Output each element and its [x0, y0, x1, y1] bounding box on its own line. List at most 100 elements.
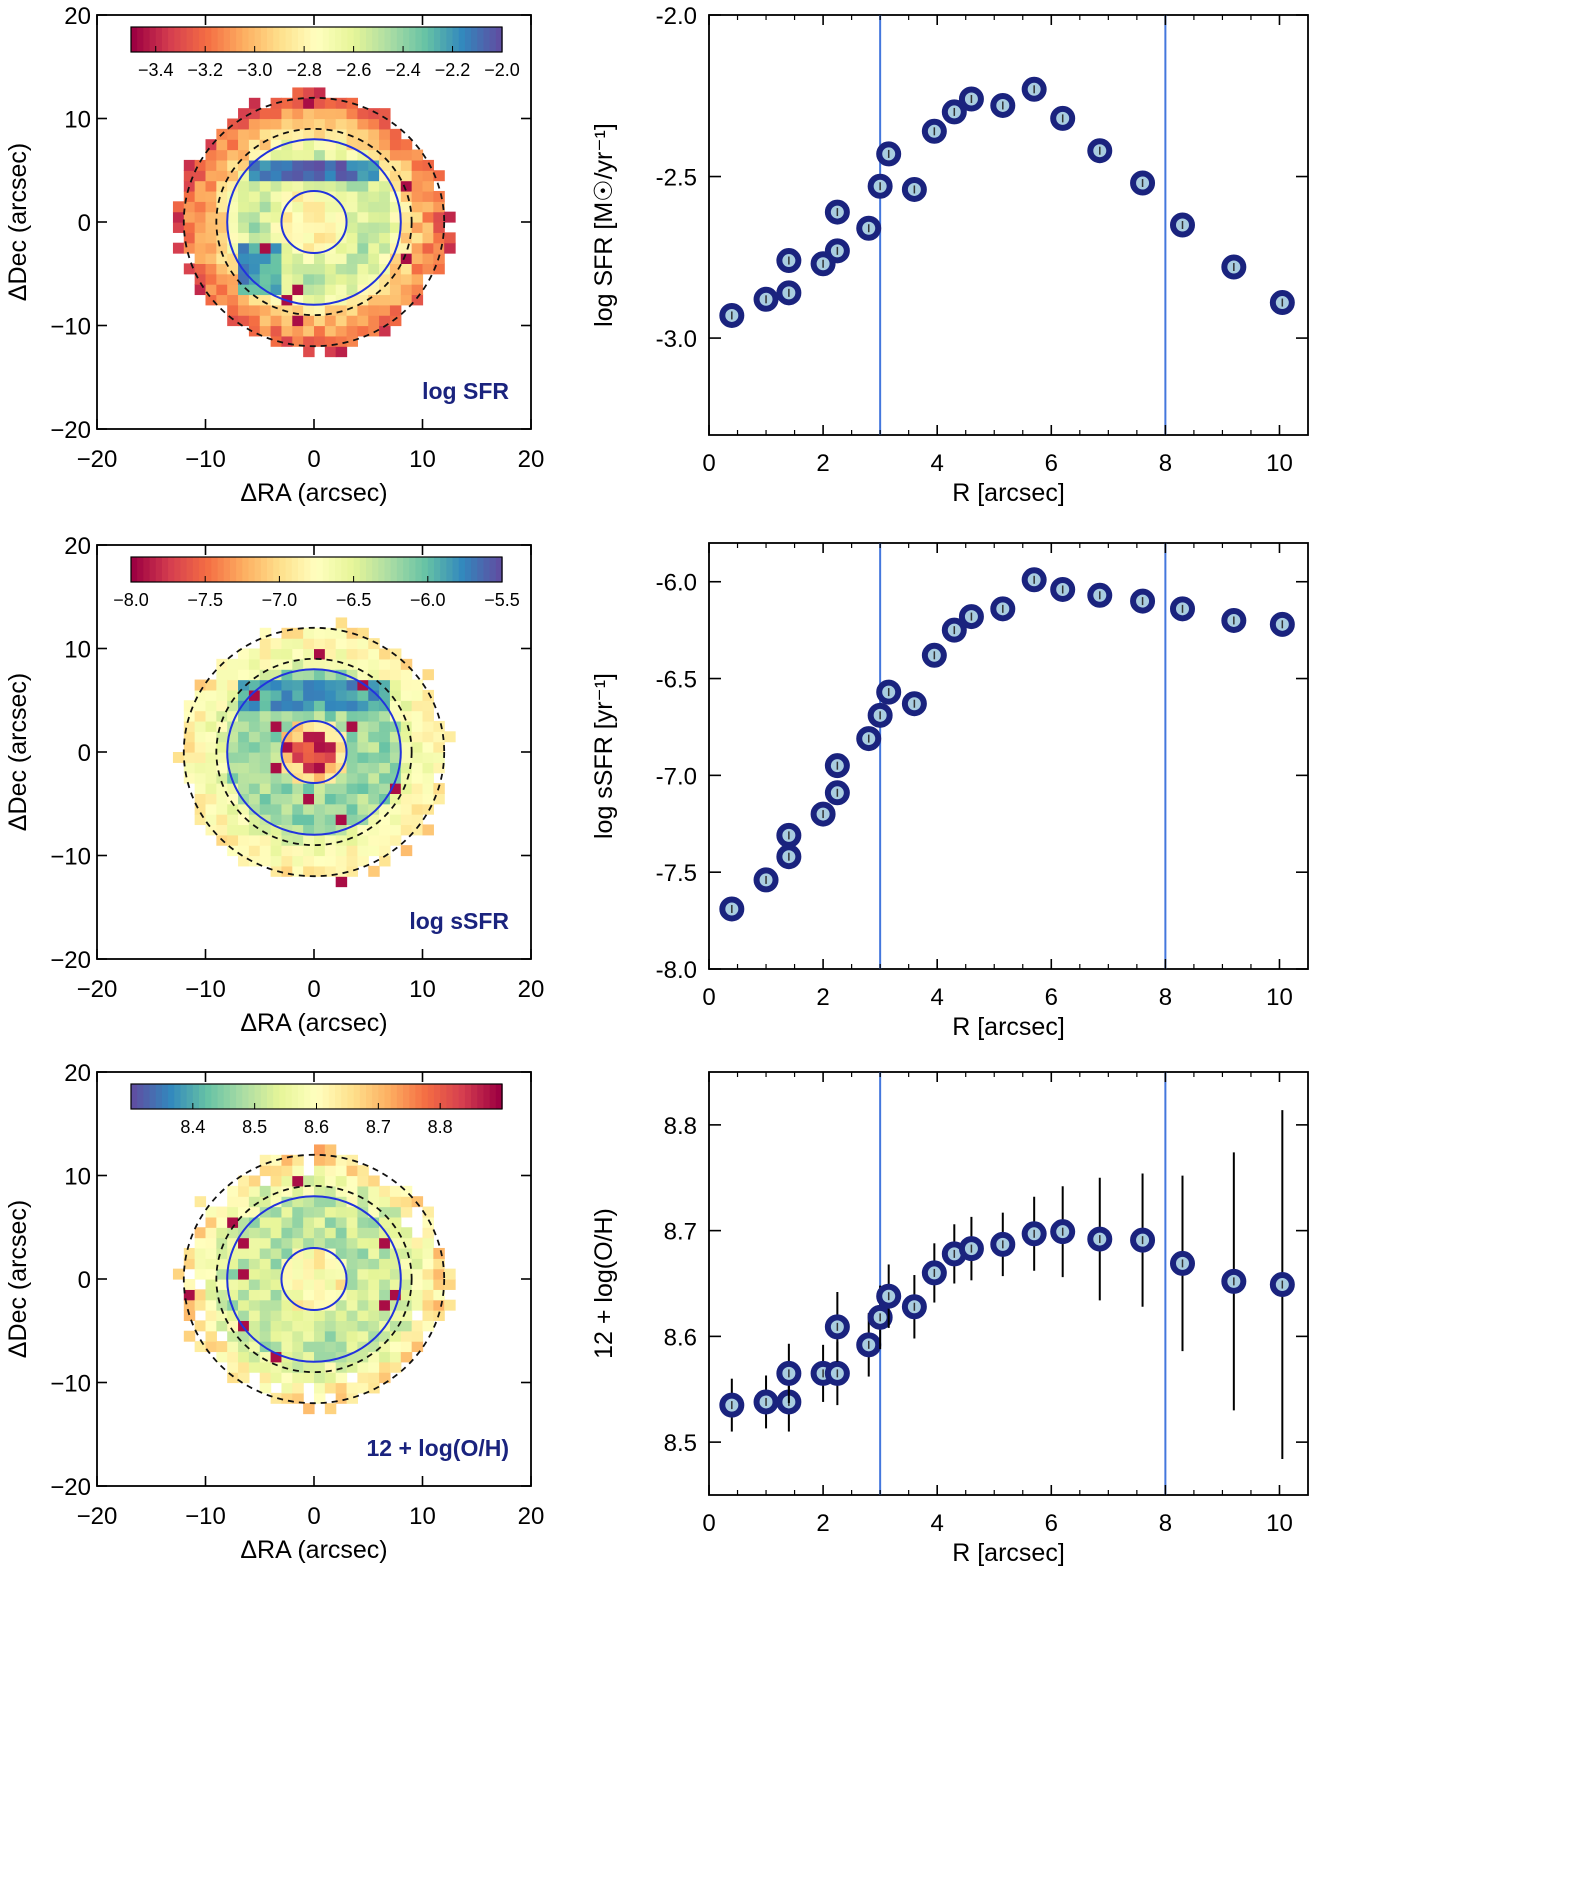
colorbar-segment — [161, 27, 169, 52]
map-pixel — [324, 1247, 337, 1259]
profile-vlines-oh — [879, 1072, 1167, 1495]
map-pixel — [303, 1351, 315, 1363]
map-pixel — [346, 304, 358, 316]
map-pixel — [216, 752, 228, 763]
map-pixel — [216, 1258, 228, 1270]
map-pixel — [368, 1382, 380, 1394]
colorbar-segment — [285, 557, 293, 582]
map-pixel — [270, 1237, 283, 1249]
colorbar-segment — [161, 557, 169, 582]
map-pixel — [314, 1144, 326, 1156]
colorbar-segment — [458, 557, 466, 582]
map-pixel — [270, 108, 283, 120]
map-pixel — [324, 1310, 337, 1321]
aperture-circle — [280, 1246, 348, 1312]
y-tick-label: 10 — [64, 107, 91, 134]
map-pixel — [346, 190, 358, 202]
map-pixel — [324, 1185, 337, 1197]
map-pixel — [422, 689, 434, 701]
map-pixel — [303, 1330, 315, 1342]
map-pixel — [379, 752, 391, 763]
map-pixel — [248, 762, 261, 774]
map-pixel — [324, 1268, 337, 1280]
map-pixel — [335, 658, 348, 670]
map-pixel — [433, 1279, 445, 1290]
colorbar-segment — [483, 1084, 491, 1109]
colorbar-segment — [316, 557, 324, 582]
map-pixel — [379, 1258, 391, 1270]
map-pixel — [433, 1268, 445, 1280]
colorbar-segment — [260, 27, 268, 52]
map-pixel — [238, 211, 250, 223]
map-pixel — [270, 1351, 283, 1363]
colorbar-segment — [291, 557, 299, 582]
map-label-oh: 12 + log(O/H) — [367, 1435, 510, 1461]
map-pixel — [205, 700, 217, 712]
map-pixel — [194, 211, 207, 223]
map-pixel — [216, 824, 228, 836]
map-pixel — [314, 232, 326, 244]
map-pixel — [314, 845, 326, 857]
map-pixel — [238, 118, 250, 130]
map-pixel — [238, 1299, 250, 1311]
annulus-circle — [215, 657, 413, 847]
colorbar-segment — [452, 27, 460, 52]
map-pixel — [400, 803, 413, 815]
map-pixel — [314, 1247, 326, 1259]
map-pixel — [368, 1216, 380, 1228]
map-pixel — [216, 710, 228, 722]
map-pixel — [335, 242, 348, 254]
map-pixel — [259, 803, 272, 815]
map-pixel — [270, 253, 283, 264]
map-pixel — [292, 803, 304, 815]
map-pixel — [259, 159, 272, 171]
map-pixel — [270, 741, 283, 753]
aperture-circle — [226, 668, 402, 836]
map-pixel — [368, 731, 380, 743]
map-pixel — [368, 679, 380, 691]
map-pixel — [368, 803, 380, 815]
map-pixel — [303, 1341, 315, 1353]
colorbar-segment — [372, 27, 380, 52]
map-pixel — [346, 108, 358, 120]
map-pixel — [324, 273, 337, 285]
map-pixel — [248, 1341, 261, 1353]
map-pixel — [205, 1268, 217, 1280]
colorbar-segment — [229, 27, 237, 52]
map-pixel — [270, 304, 283, 316]
map-pixel — [227, 762, 239, 774]
map-pixel — [303, 648, 315, 660]
map-pixel — [292, 1216, 304, 1228]
map-pixel — [389, 1330, 402, 1342]
map-pixel — [292, 679, 304, 691]
map-pixel — [444, 1299, 456, 1311]
map-pixel — [216, 731, 228, 743]
map-pixel — [379, 211, 391, 223]
map-pixel — [205, 1237, 217, 1249]
map-pixel — [346, 149, 358, 161]
map-pixel — [324, 108, 337, 120]
map-pixel — [281, 720, 293, 732]
map-pixel — [194, 232, 207, 244]
map-pixel — [346, 1258, 358, 1270]
x-tick-label: 6 — [1045, 450, 1058, 477]
map-pixel — [400, 1351, 413, 1363]
map-pixel — [248, 201, 261, 213]
map-pixel — [259, 1206, 272, 1218]
map-pixel — [314, 679, 326, 691]
map-pixel — [433, 222, 445, 233]
map-pixel — [292, 1154, 304, 1166]
map-pixel — [314, 700, 326, 712]
map-pixel — [227, 1196, 239, 1208]
map-pixel — [346, 1330, 358, 1342]
map-pixel — [292, 273, 304, 285]
map-pixel — [281, 1154, 293, 1166]
map-pixel — [270, 118, 283, 130]
map-pixel — [411, 783, 424, 794]
map-pixel — [346, 222, 358, 233]
colorbar-segment — [477, 27, 485, 52]
map-pixel — [281, 118, 293, 130]
map-pixel — [194, 1341, 207, 1353]
map-pixel — [227, 1372, 239, 1384]
colorbar-segment — [285, 1084, 293, 1109]
